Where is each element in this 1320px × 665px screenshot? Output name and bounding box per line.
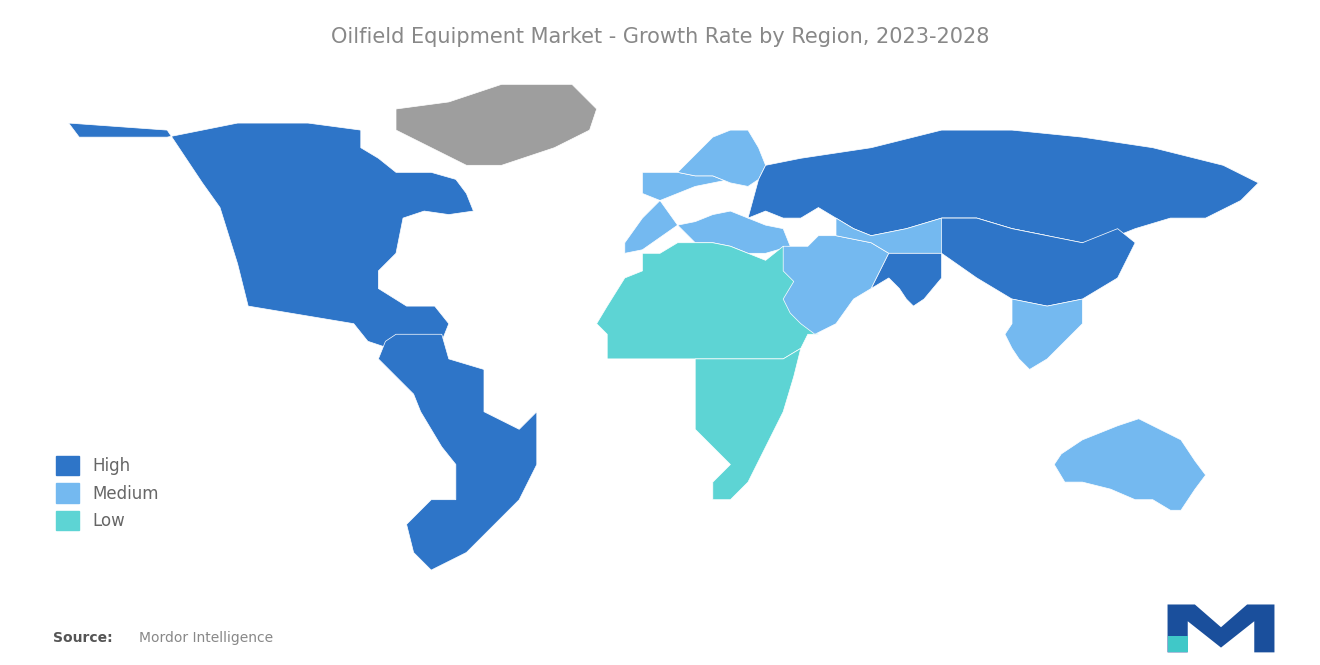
Polygon shape: [783, 235, 888, 334]
Polygon shape: [597, 243, 818, 359]
Polygon shape: [396, 84, 597, 166]
Polygon shape: [624, 172, 791, 253]
Legend: High, Medium, Low: High, Medium, Low: [48, 448, 168, 539]
Text: Mordor Intelligence: Mordor Intelligence: [139, 631, 273, 645]
Text: Oilfield Equipment Market - Growth Rate by Region, 2023-2028: Oilfield Equipment Market - Growth Rate …: [331, 27, 989, 47]
Polygon shape: [677, 130, 766, 186]
Polygon shape: [748, 130, 1258, 243]
Polygon shape: [871, 253, 941, 306]
Polygon shape: [379, 334, 537, 570]
Polygon shape: [69, 123, 474, 348]
Polygon shape: [941, 218, 1135, 306]
Text: Source:: Source:: [53, 631, 112, 645]
Polygon shape: [1055, 419, 1205, 510]
Polygon shape: [1005, 299, 1082, 370]
Polygon shape: [836, 218, 1065, 253]
Polygon shape: [696, 348, 801, 499]
